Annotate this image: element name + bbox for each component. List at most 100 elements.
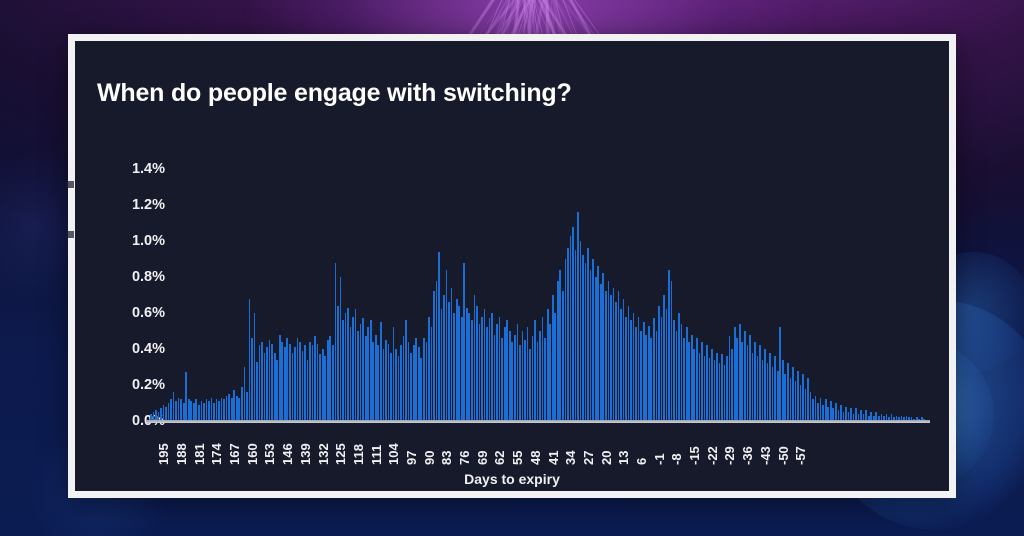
bar [513,334,516,421]
bar [321,349,324,421]
x-axis-tick-label: -57 [793,446,809,465]
bar [632,313,635,421]
bar [276,359,279,421]
bar [397,356,400,421]
bar [314,336,316,421]
bar [152,412,155,421]
bar [551,295,554,421]
bar [594,277,597,421]
bar [455,298,458,421]
bar [786,363,789,421]
bar [534,320,536,421]
bar [304,345,306,421]
x-axis-tick-label: 188 [173,443,189,465]
frame-mark [66,181,74,188]
x-axis-tick-labels: 195 188 181 174 167 160 153 146 139 132 125 118 111 1… [150,427,926,469]
bar [177,397,180,421]
bar [792,367,794,421]
bar [549,323,552,421]
y-axis-tick-label: 1.0% [131,233,165,249]
bar [855,408,857,421]
x-axis-tick-label: -8 [669,453,685,465]
bar [458,305,461,421]
bar [354,309,357,421]
bar [506,320,509,421]
bar [713,359,716,421]
bar [562,291,564,421]
bar [417,347,420,421]
bar [420,358,423,421]
y-axis-tick-label: 0.8% [131,269,165,285]
bar [203,403,205,421]
bar [289,343,291,421]
bar [655,331,658,421]
bar [627,305,630,421]
plot-bars-region [150,151,926,421]
y-axis-tick-label: 0.2% [131,377,165,393]
bar [529,349,531,421]
bar [620,309,622,421]
bar [572,226,574,421]
bar [645,334,648,421]
bar [367,327,370,421]
bar [271,343,273,421]
bar [175,401,177,421]
bar [225,395,228,421]
bar [182,403,185,421]
bar-chart: 1.4% 1.2% 1.0% 0.8% 0.6% 0.4% 0.2% 0.0% 195 188 1… [75,41,949,491]
bar [382,349,385,421]
bar [256,361,258,421]
bar [817,403,819,421]
x-axis-tick-label: -43 [757,446,773,465]
bar [496,323,498,421]
bar [294,347,296,421]
bar [387,343,390,421]
x-axis-tick-label: -15 [687,446,703,465]
bar [893,417,895,421]
bar [635,327,637,421]
bar [425,341,428,421]
bar [577,212,579,421]
frame-mark [66,231,74,238]
bar [165,406,167,421]
bar [668,269,670,421]
bar [647,325,650,421]
bar [602,273,605,421]
bar [837,410,840,421]
x-axis-tick-label: 34 [563,450,579,465]
bar [660,316,663,421]
bar [326,340,329,421]
bar [822,404,825,421]
bar [905,415,908,421]
bar [238,397,241,421]
x-axis-line [147,420,930,423]
bar [807,377,809,421]
bar [774,356,776,421]
x-axis-tick-label: 104 [386,443,402,465]
bar [278,334,281,421]
bar [415,338,418,421]
bar [198,404,200,421]
bar [357,331,359,421]
x-axis-tick-label: 41 [545,450,561,465]
bar [349,327,352,421]
bar [445,269,448,421]
bar [478,323,481,421]
x-axis-tick-label: 132 [315,443,331,465]
bar [622,298,625,421]
bar [331,345,334,421]
bar [910,417,913,421]
bar [546,309,549,421]
bar [862,413,865,421]
bar [814,395,817,421]
bar [261,341,263,421]
bar [405,320,407,421]
bar [185,372,188,421]
x-axis-tick-label: 153 [262,443,278,465]
bar [463,262,466,421]
bar [658,305,660,421]
bar [556,280,559,421]
bar [438,251,440,421]
bar [784,374,787,421]
bar [230,397,233,421]
